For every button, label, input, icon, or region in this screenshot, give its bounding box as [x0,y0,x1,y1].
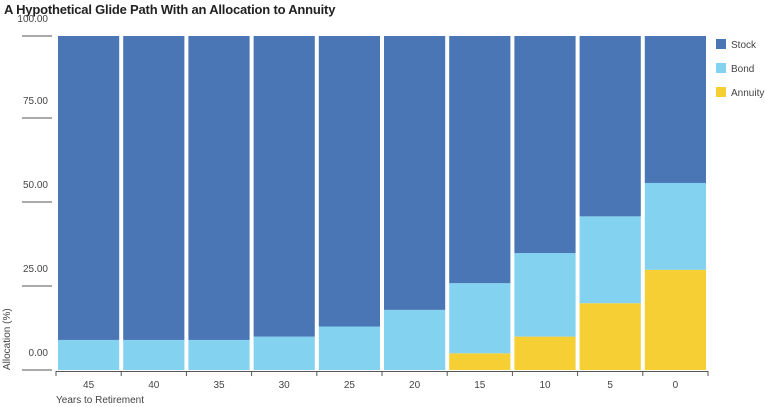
y-axis: 0.00 25.00 50.00 75.00 100.00 [17,14,52,371]
x-tick-label: 20 [409,380,421,391]
bar-stock-5 [579,36,641,217]
bar-bond-40 [123,339,185,370]
legend: Stock Bond Annuity [716,39,764,99]
x-tick-label: 10 [539,380,551,391]
chart-title: A Hypothetical Glide Path With an Alloca… [4,2,336,17]
y-axis-title: Allocation (%) [2,308,13,370]
y-tick-label: 75.00 [23,96,48,107]
x-tick-label: 45 [83,380,95,391]
legend-swatch-stock [716,39,726,49]
x-tick-label: 25 [344,380,356,391]
bars [58,36,706,370]
bar-annuity-0 [644,269,706,370]
bar-stock-15 [449,36,511,284]
x-tick-label: 40 [148,380,160,391]
bar-stock-20 [384,36,446,310]
bar-annuity-5 [579,303,641,370]
bar-stock-30 [253,36,315,337]
bar-stock-35 [188,36,250,340]
x-tick-label: 35 [213,380,225,391]
y-tick-label: 25.00 [23,264,48,275]
bar-bond-30 [253,336,315,370]
bar-annuity-10 [514,336,576,370]
bar-stock-40 [123,36,185,340]
y-tick-label: 100.00 [17,14,48,25]
y-tick-label: 0.00 [29,348,49,359]
bar-annuity-15 [449,353,511,370]
bar-bond-35 [188,339,250,370]
bar-bond-5 [579,216,641,304]
x-axis: 45 40 35 30 25 20 15 10 5 0 [55,371,709,391]
x-axis-title: Years to Retirement [56,395,144,406]
bar-stock-25 [318,36,380,327]
bar-stock-10 [514,36,576,254]
legend-swatch-bond [716,63,726,73]
bar-bond-10 [514,253,576,337]
legend-label-bond: Bond [731,64,754,75]
bar-bond-0 [644,182,706,270]
bar-bond-15 [449,283,511,354]
y-tick-label: 50.00 [23,180,48,191]
x-tick-label: 0 [673,380,679,391]
x-tick-label: 5 [607,380,613,391]
bar-stock-0 [644,36,706,183]
bar-bond-25 [318,326,380,370]
bar-bond-45 [58,339,120,370]
legend-label-stock: Stock [731,40,757,51]
x-tick-label: 15 [474,380,486,391]
legend-swatch-annuity [716,87,726,97]
x-tick-label: 30 [279,380,291,391]
bar-stock-45 [58,36,120,340]
legend-label-annuity: Annuity [731,88,764,99]
bar-bond-20 [384,309,446,370]
